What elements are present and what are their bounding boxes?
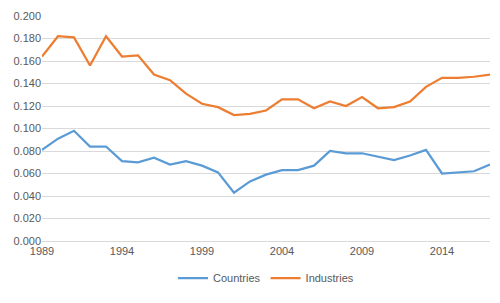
svg-text:2004: 2004 (270, 245, 294, 257)
svg-text:1994: 1994 (110, 245, 134, 257)
svg-text:0.080: 0.080 (13, 145, 41, 157)
svg-text:0.200: 0.200 (13, 10, 41, 22)
svg-text:0.140: 0.140 (13, 77, 41, 89)
svg-text:1999: 1999 (190, 245, 214, 257)
svg-text:0.180: 0.180 (13, 32, 41, 44)
svg-text:0.120: 0.120 (13, 100, 41, 112)
svg-text:Industries: Industries (306, 272, 354, 284)
svg-text:0.060: 0.060 (13, 167, 41, 179)
svg-text:0.000: 0.000 (13, 235, 41, 247)
svg-text:0.020: 0.020 (13, 212, 41, 224)
svg-text:2009: 2009 (350, 245, 374, 257)
svg-text:0.040: 0.040 (13, 190, 41, 202)
svg-text:1989: 1989 (30, 245, 54, 257)
svg-text:0.100: 0.100 (13, 122, 41, 134)
svg-text:2014: 2014 (430, 245, 454, 257)
svg-text:Countries: Countries (213, 272, 261, 284)
svg-text:0.160: 0.160 (13, 55, 41, 67)
